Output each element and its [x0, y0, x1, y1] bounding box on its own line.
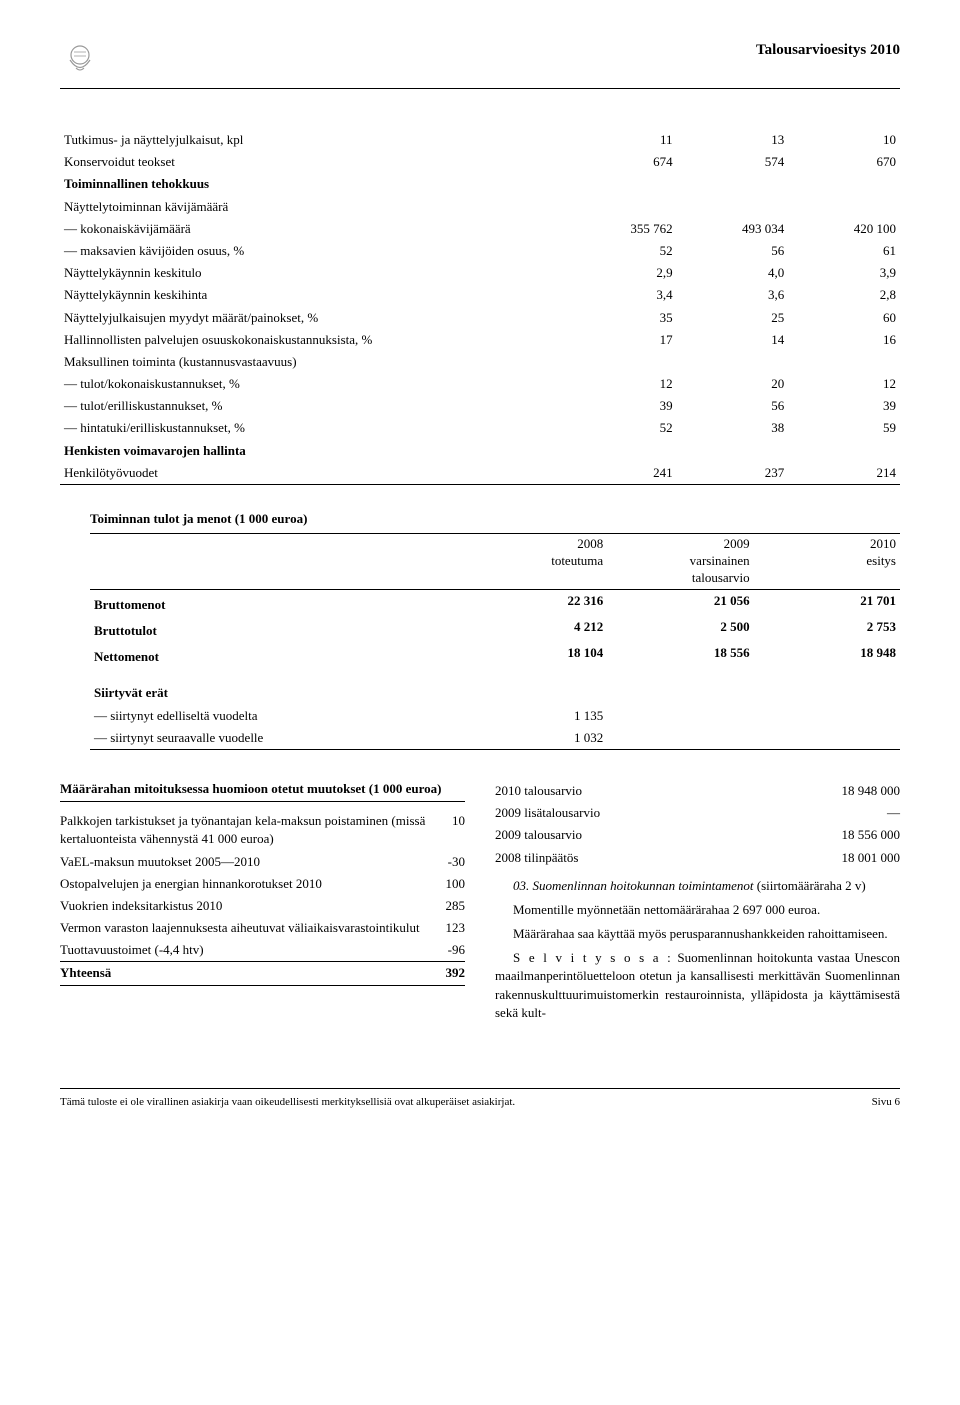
table-row: Nettomenot18 10418 55618 948	[90, 642, 900, 668]
t2-h3-bot: talousarvio	[692, 570, 750, 585]
total-label: Yhteensä	[60, 962, 446, 985]
table-row: Vermon varaston laajennuksesta aiheutuva…	[60, 917, 465, 939]
table-row: Tuottavuustoimet (-4,4 htv)-96	[60, 939, 465, 962]
table-row: Näyttelykäynnin keskitulo2,94,03,9	[60, 262, 900, 284]
two-column-section: Määrärahan mitoituksessa huomioon otetut…	[60, 780, 900, 1028]
income-expense-table: 2008 toteutuma 2009 varsinainen talousarvio…	[90, 533, 900, 750]
item-note: (siirtomääräraha 2 v)	[757, 878, 866, 893]
table-row: 2009 lisätalousarvio—	[495, 802, 900, 824]
table-row: — siirtynyt edelliseltä vuodelta1 135	[90, 705, 900, 727]
t2-h3-top: 2009	[724, 536, 750, 551]
table-row: 2008 tilinpäätös18 001 000	[495, 847, 900, 869]
table-row: Henkisten voimavarojen hallinta	[60, 440, 900, 462]
right-column: 2010 talousarvio18 948 0002009 lisätalou…	[495, 780, 900, 1028]
table-row: — siirtynyt seuraavalle vuodelle1 032	[90, 727, 900, 750]
table-row: Toiminnallinen tehokkuus	[60, 173, 900, 195]
footer-page: Sivu 6	[872, 1095, 900, 1110]
table-row: Hallinnollisten palvelujen osuuskokonais…	[60, 329, 900, 351]
total-value: 392	[446, 962, 466, 985]
page-footer: Tämä tuloste ei ole virallinen asiakirja…	[60, 1088, 900, 1110]
table-row: — tulot/kokonaiskustannukset, %122012	[60, 373, 900, 395]
table-row: Näyttelykäynnin keskihinta3,43,62,8	[60, 284, 900, 306]
t2-h4-bot: esitys	[866, 553, 896, 568]
table-row: — kokonaiskävijämäärä355 762493 034420 1…	[60, 218, 900, 240]
indicators-table: Tutkimus- ja näyttelyjulkaisut, kpl11131…	[60, 129, 900, 485]
coat-of-arms-icon	[60, 40, 100, 80]
table-row: 2010 talousarvio18 948 000	[495, 780, 900, 802]
table-row: VaEL-maksun muutokset 2005—2010-30	[60, 851, 465, 873]
table-row: Näyttelyjulkaisujen myydyt määrät/painok…	[60, 307, 900, 329]
table-row: — tulot/erilliskustannukset, %395639	[60, 395, 900, 417]
table-row: Siirtyvät erät	[90, 682, 900, 704]
document-title: Talousarvioesitys 2010	[756, 40, 900, 61]
table-row: — maksavien kävijöiden osuus, %525661	[60, 240, 900, 262]
t2-h2-top: 2008	[577, 536, 603, 551]
footer-disclaimer: Tämä tuloste ei ole virallinen asiakirja…	[60, 1095, 515, 1110]
table2-title: Toiminnan tulot ja menot (1 000 euroa)	[60, 510, 900, 528]
table-row: Bruttomenot22 31621 05621 701	[90, 589, 900, 616]
item-number: 03.	[513, 878, 529, 893]
t2-h2-bot: toteutuma	[551, 553, 603, 568]
budget-summary-table: 2010 talousarvio18 948 0002009 lisätalou…	[495, 780, 900, 869]
table-row: Näyttelytoiminnan kävijämäärä	[60, 196, 900, 218]
changes-table: Palkkojen tarkistukset ja työnantajan ke…	[60, 810, 465, 986]
left-column: Määrärahan mitoituksessa huomioon otetut…	[60, 780, 465, 1028]
table-row: Maksullinen toiminta (kustannusvastaavuu…	[60, 351, 900, 373]
table-row: Konservoidut teokset674574670	[60, 151, 900, 173]
page-header: Talousarvioesitys 2010	[60, 40, 900, 89]
item-title: Suomenlinnan hoitokunnan toimintamenot	[533, 878, 754, 893]
table-row: Bruttotulot4 2122 5002 753	[90, 616, 900, 642]
table-row: — hintatuki/erilliskustannukset, %523859	[60, 417, 900, 439]
table-row: Ostopalvelujen ja energian hinnankorotuk…	[60, 873, 465, 895]
paragraph-2: Määrärahaa saa käyttää myös perusparannu…	[495, 925, 900, 943]
table-row: 2009 talousarvio18 556 000	[495, 824, 900, 846]
t2-h4-top: 2010	[870, 536, 896, 551]
table-row: Henkilötyövuodet241237214	[60, 462, 900, 485]
table-row: Palkkojen tarkistukset ja työnantajan ke…	[60, 810, 465, 850]
table-row: Vuokrien indeksitarkistus 2010285	[60, 895, 465, 917]
selvitysosa-label: S e l v i t y s o s a :	[513, 950, 673, 965]
paragraph-1: Momentille myönnetään nettomäärärahaa 2 …	[495, 901, 900, 919]
table-row: Tutkimus- ja näyttelyjulkaisut, kpl11131…	[60, 129, 900, 151]
left-heading: Määrärahan mitoituksessa huomioon otetut…	[60, 780, 465, 802]
t2-h3-mid: varsinainen	[690, 553, 750, 568]
